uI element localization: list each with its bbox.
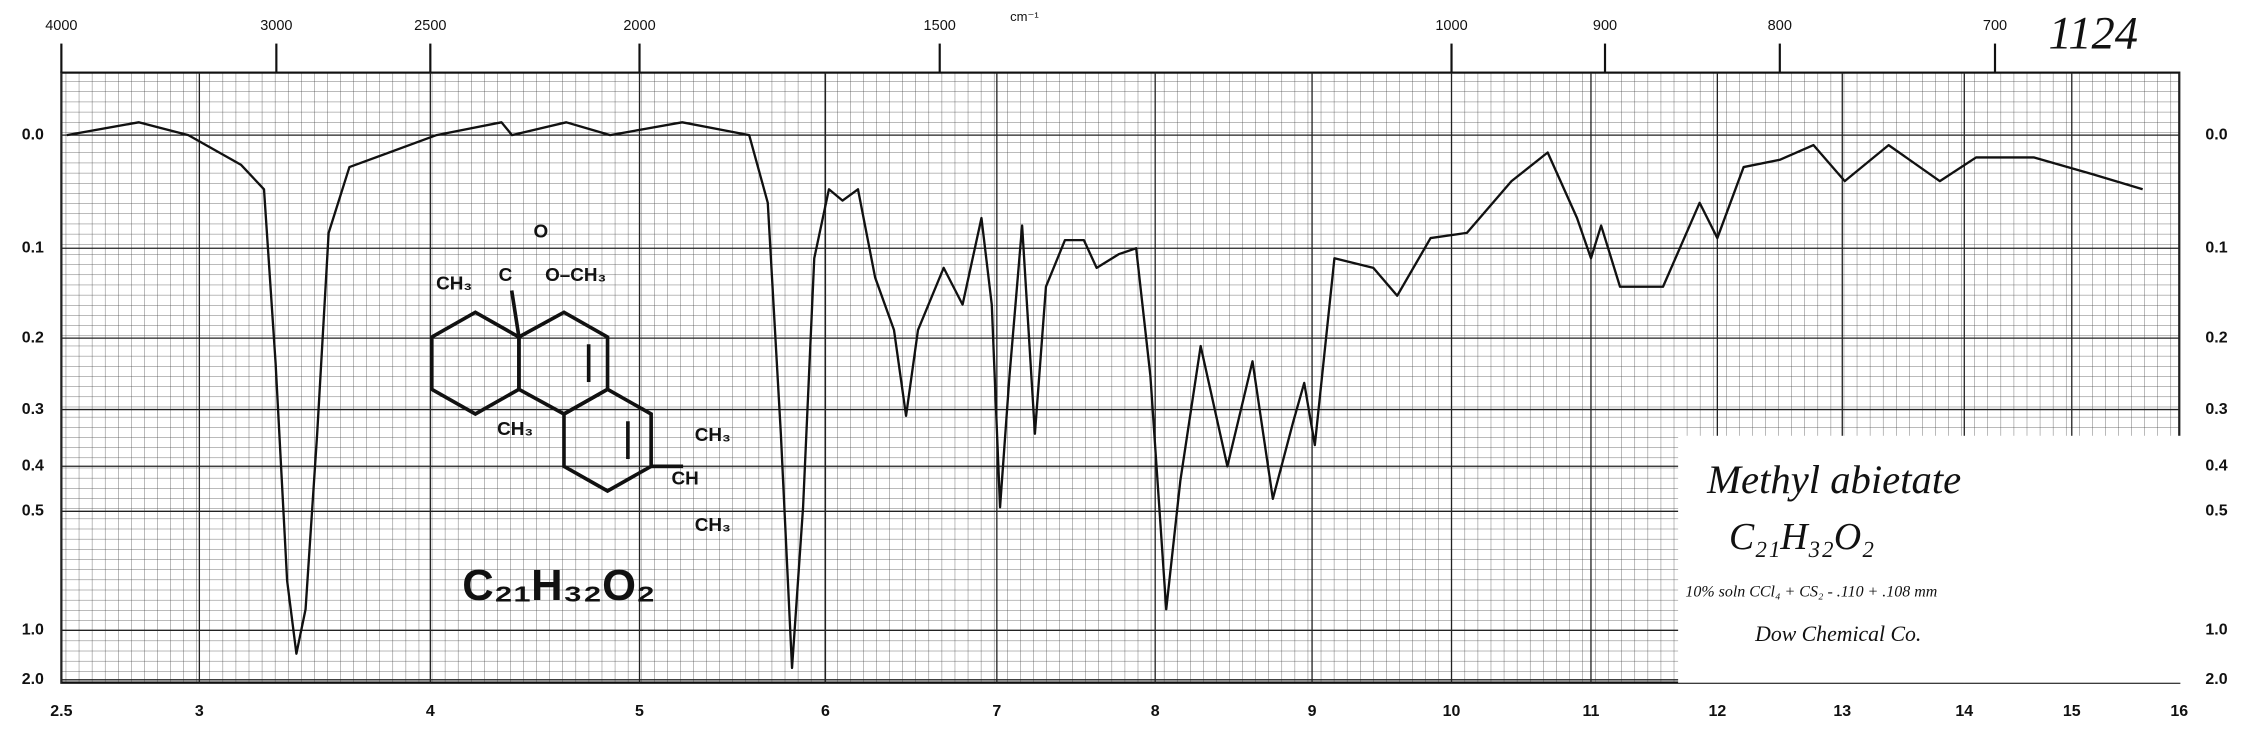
label-box <box>1678 435 2187 683</box>
structure-label: O–CH₃ <box>545 265 606 286</box>
y-tick-label: 0.0 <box>22 126 44 143</box>
y-tick-label-right: 0.5 <box>2205 503 2227 520</box>
structure-label: CH₃ <box>695 515 731 536</box>
structure-label: C <box>499 265 513 286</box>
top-tick-label: 1500 <box>924 18 956 34</box>
y-tick-label: 0.2 <box>22 329 44 346</box>
top-tick-label: 3000 <box>260 18 292 34</box>
x-tick-label: 15 <box>2063 703 2081 720</box>
x-tick-label: 11 <box>1583 703 1600 720</box>
source: Dow Chemical Co. <box>1754 622 1921 646</box>
structure-label: O <box>533 221 548 242</box>
y-tick-label-right: 0.1 <box>2205 239 2227 256</box>
x-tick-label: 16 <box>2170 703 2188 720</box>
y-tick-label-right: 0.3 <box>2205 401 2227 418</box>
x-tick-label: 10 <box>1443 703 1461 720</box>
conditions: 10% soln CCl₄ + CS₂ - .110 + .108 mm <box>1685 583 1937 600</box>
x-tick-label: 8 <box>1151 703 1160 720</box>
y-tick-label: 0.5 <box>22 503 44 520</box>
top-tick-label: 2500 <box>414 18 446 34</box>
x-tick-label: 3 <box>195 703 204 720</box>
x-tick-label: 2.5 <box>50 703 72 720</box>
y-tick-label: 2.0 <box>22 671 44 688</box>
top-tick-label: 900 <box>1593 18 1617 34</box>
structure-label: CH <box>671 468 698 489</box>
x-tick-label: 13 <box>1833 703 1851 720</box>
compound-name: Methyl abietate <box>1706 457 1961 502</box>
formula: C₂₁H₃₂O₂ <box>1729 516 1874 558</box>
y-tick-label: 1.0 <box>22 622 44 639</box>
catalog-number: 1124 <box>2049 8 2139 59</box>
top-tick-label: 1000 <box>1435 18 1467 34</box>
formula-sketch: C₂₁H₃₂O₂ <box>462 562 655 610</box>
structure-label: CH₃ <box>497 419 533 440</box>
x-tick-label: 6 <box>821 703 830 720</box>
top-tick-label: 700 <box>1983 18 2007 34</box>
x-tick-label: 5 <box>635 703 644 720</box>
y-tick-label-right: 0.2 <box>2205 329 2227 346</box>
y-tick-label-right: 0.4 <box>2205 457 2227 474</box>
y-tick-label-right: 2.0 <box>2205 671 2227 688</box>
y-tick-label: 0.1 <box>22 239 44 256</box>
structure-label: CH₃ <box>436 274 472 295</box>
structure-label: CH₃ <box>695 425 731 446</box>
top-tick-label: 800 <box>1768 18 1792 34</box>
top-tick-label: 4000 <box>45 18 77 34</box>
x-tick-label: 12 <box>1708 703 1726 720</box>
x-tick-label: 7 <box>992 703 1001 720</box>
y-tick-label-right: 0.0 <box>2205 126 2227 143</box>
spectrum-line <box>66 121 2144 670</box>
x-tick-label: 9 <box>1308 703 1317 720</box>
y-tick-label: 0.3 <box>22 401 44 418</box>
top-axis-label: cm⁻¹ <box>1010 9 1039 24</box>
structure-drawing <box>429 290 684 494</box>
y-tick-label: 0.4 <box>22 457 44 474</box>
x-tick-label: 4 <box>426 703 435 720</box>
y-tick-label-right: 1.0 <box>2205 622 2227 639</box>
top-tick-label: 2000 <box>623 18 655 34</box>
x-tick-label: 14 <box>1955 703 1973 720</box>
